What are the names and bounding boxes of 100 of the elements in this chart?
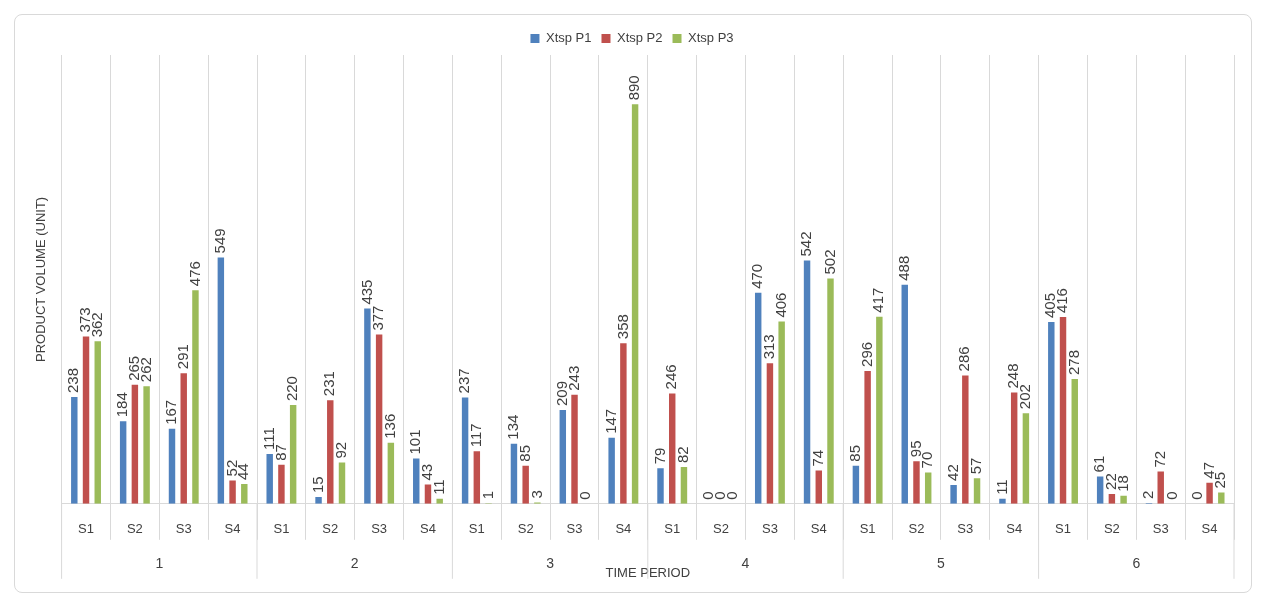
bar <box>522 465 529 504</box>
bar <box>241 484 248 504</box>
bar <box>1022 413 1030 504</box>
x-tick-label: S1 <box>468 521 485 537</box>
data-label: 101 <box>406 429 424 455</box>
bar <box>327 400 334 504</box>
data-label: 11 <box>429 479 447 495</box>
bar <box>754 292 762 504</box>
x-tick-label: S4 <box>810 521 827 537</box>
data-label: 74 <box>808 449 826 467</box>
bar <box>229 480 236 504</box>
data-label: 111 <box>259 427 277 450</box>
bar <box>864 370 871 504</box>
x-axis-title: TIME PERIOD <box>605 564 691 580</box>
x-tick-label: S4 <box>1006 521 1023 537</box>
bar <box>180 373 187 504</box>
data-label: 406 <box>771 292 789 318</box>
x-tick-label: S3 <box>566 521 583 537</box>
data-label: 890 <box>625 75 643 101</box>
bar <box>510 443 518 504</box>
bar <box>1206 482 1213 504</box>
x-tick-label: S1 <box>78 521 94 537</box>
data-label: 147 <box>601 408 619 434</box>
bar <box>657 468 664 504</box>
data-label: 377 <box>369 305 387 331</box>
data-label: 134 <box>504 414 522 440</box>
bar <box>266 453 273 504</box>
bar <box>131 384 139 504</box>
data-label: 42 <box>943 464 961 481</box>
data-label: 237 <box>455 368 473 394</box>
x-tick-label: S3 <box>371 521 388 537</box>
bar <box>375 334 383 504</box>
bar <box>631 104 639 504</box>
data-label: 85 <box>846 444 864 462</box>
bar <box>315 497 322 504</box>
bar <box>852 465 860 504</box>
data-label: 502 <box>820 249 838 275</box>
data-label: 286 <box>955 346 973 372</box>
bar <box>924 472 932 504</box>
data-label: 3 <box>527 490 545 499</box>
x-tick-label: S2 <box>322 521 339 537</box>
data-label: 291 <box>173 344 191 370</box>
bar <box>1218 492 1225 504</box>
data-label: 476 <box>185 261 203 287</box>
bar <box>950 484 957 504</box>
data-label: 11 <box>992 479 1010 495</box>
y-axis-title: PRODUCT VOLUME (UNIT) <box>33 196 49 362</box>
x-tick-label: S3 <box>1152 521 1169 537</box>
bar <box>387 442 395 504</box>
x-tick-label: S2 <box>126 521 143 537</box>
data-label: 92 <box>332 441 350 459</box>
bar <box>143 386 150 504</box>
data-label: 358 <box>613 314 631 340</box>
bar <box>901 284 908 504</box>
data-label: 231 <box>320 371 338 397</box>
data-label: 184 <box>113 392 131 418</box>
bar <box>94 341 101 504</box>
text: 1 <box>155 554 164 571</box>
bar <box>669 393 676 504</box>
bar <box>876 316 883 504</box>
bar <box>1120 495 1127 504</box>
data-label: 61 <box>1090 455 1108 473</box>
data-label: 15 <box>308 476 326 494</box>
bar <box>82 336 90 504</box>
bar <box>803 260 811 504</box>
bar <box>1010 392 1018 504</box>
bar <box>461 397 469 504</box>
bar <box>1071 379 1078 504</box>
x-tick-label: S3 <box>957 521 974 537</box>
data-label: 0 <box>1162 491 1180 500</box>
text: 3 <box>546 554 555 571</box>
data-label: 488 <box>894 255 912 281</box>
data-label: 220 <box>283 376 301 402</box>
bar <box>827 278 834 504</box>
bar <box>1157 471 1164 504</box>
x-tick-label: S3 <box>761 521 778 537</box>
data-label: 417 <box>869 287 887 313</box>
x-tick-label: S3 <box>175 521 192 537</box>
bar <box>338 462 346 504</box>
data-label: 549 <box>210 228 228 254</box>
x-tick-label: S4 <box>224 521 241 537</box>
bar <box>571 394 578 504</box>
data-label: 278 <box>1064 350 1082 376</box>
x-tick-label: S2 <box>908 521 925 537</box>
bar <box>192 290 199 504</box>
x-tick-label: S1 <box>859 521 876 537</box>
bar <box>278 464 285 504</box>
data-label: 1 <box>478 491 496 500</box>
data-label: 296 <box>857 341 875 367</box>
data-label: 57 <box>967 457 985 475</box>
legend-label: Xtsp P1 <box>545 30 592 46</box>
data-label: 2 <box>1139 490 1157 499</box>
data-label: 238 <box>64 367 82 393</box>
data-label: 43 <box>418 463 436 481</box>
bar <box>1048 322 1055 504</box>
bar <box>608 437 615 504</box>
bar <box>1059 317 1067 504</box>
x-tick-label: S2 <box>1103 521 1120 537</box>
data-label: 82 <box>674 446 692 463</box>
bar <box>962 375 969 504</box>
